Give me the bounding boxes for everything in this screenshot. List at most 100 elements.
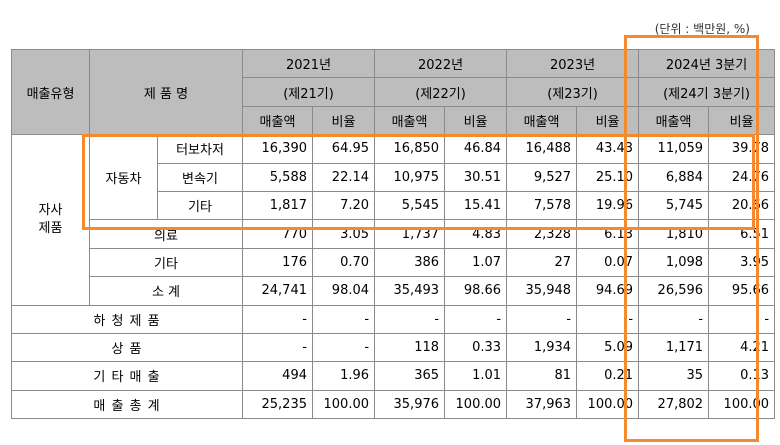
cell-value: 1.96 [311, 361, 376, 391]
cell-value: 35,493 [374, 276, 446, 306]
table-row: 기타 1,817 7.20 5,545 15.41 7,578 19.96 5,… [12, 190, 776, 221]
cell-value: 39.78 [708, 134, 776, 164]
cell-value: 24.76 [708, 162, 776, 192]
cell-value: - [374, 304, 446, 334]
cell-value: 100.00 [576, 389, 640, 420]
cell-value: 22.14 [311, 162, 376, 192]
cell-value: - [444, 304, 508, 334]
cell-value: 7.20 [311, 190, 376, 221]
row-label: 상 품 [11, 332, 243, 363]
table-row: 매 출 총 계 25,235 100.00 35,976 100.00 37,9… [11, 389, 776, 420]
cell-value: 1,098 [638, 247, 710, 278]
header-term-21: (제21기) [241, 77, 376, 107]
cell-value: 1,171 [638, 332, 710, 363]
row-label: 매 출 총 계 [11, 389, 243, 420]
cell-value: 43.43 [576, 134, 640, 164]
table-row: 변속기 5,588 22.14 10,975 30.51 9,527 25.10… [12, 162, 776, 192]
cell-value: 100.00 [444, 389, 508, 420]
cell-value: 27,802 [638, 389, 710, 420]
cell-value: 4.21 [708, 332, 776, 363]
cell-value: 5.09 [576, 332, 640, 363]
cell-value: 16,390 [242, 134, 313, 164]
cell-value: 11,059 [638, 134, 710, 164]
cell-value: 16,488 [506, 134, 578, 164]
cell-value: - [242, 304, 313, 334]
cell-value: 1,934 [506, 332, 578, 363]
cell-value: 94.69 [576, 276, 640, 306]
table-row: 상 품 - - 118 0.33 1,934 5.09 1,171 4.21 [11, 332, 776, 363]
row-label: 의료 [89, 219, 243, 249]
cell-value: 26,596 [638, 276, 710, 306]
header-sales: 매출액 [638, 105, 710, 136]
cell-value: 0.07 [576, 247, 640, 278]
cell-value: 6,884 [638, 162, 710, 192]
header-year-2022: 2022년 [374, 48, 508, 79]
cell-value: 3.95 [708, 247, 776, 278]
header-year-2024q3: 2024년 3분기 [638, 48, 776, 79]
cell-value: 1,817 [242, 190, 313, 221]
table-row: 기타 176 0.70 386 1.07 27 0.07 1,098 3.95 [12, 247, 776, 278]
cell-value: - [242, 332, 313, 363]
cell-value: 35,948 [506, 276, 578, 306]
cell-value: 0.70 [311, 247, 376, 278]
cell-value: 1.01 [444, 361, 508, 391]
header-term-22: (제22기) [374, 77, 508, 107]
header-product-name: 제 품 명 [89, 48, 243, 136]
cell-value: 16,850 [374, 134, 446, 164]
cell-value: 176 [242, 247, 313, 278]
cell-value: 27 [506, 247, 578, 278]
cell-value: 15.41 [444, 190, 508, 221]
cell-value: 25.10 [576, 162, 640, 192]
cell-value: 365 [374, 361, 446, 391]
cell-value: 30.51 [444, 162, 508, 192]
cell-value: 0.13 [708, 361, 776, 391]
header-ratio: 비율 [444, 105, 508, 136]
cell-value: 100.00 [708, 389, 776, 420]
cell-value: 24,741 [242, 276, 313, 306]
cell-value: 1,810 [638, 219, 710, 249]
header-sales: 매출액 [506, 105, 578, 136]
header-ratio: 비율 [311, 105, 376, 136]
unit-note: (단위 : 백만원, %) [654, 22, 750, 36]
cell-value: - [311, 332, 376, 363]
cell-value: - [708, 304, 776, 334]
table-row: 기 타 매 출 494 1.96 365 1.01 81 0.21 35 0.1… [11, 361, 776, 391]
cell-value: - [311, 304, 376, 334]
cell-value: 0.21 [576, 361, 640, 391]
cell-value: 64.95 [311, 134, 376, 164]
cell-value: 5,588 [242, 162, 313, 192]
cell-value: 19.96 [576, 190, 640, 221]
header-term-24: (제24기 3분기) [638, 77, 776, 107]
cell-value: 5,545 [374, 190, 446, 221]
cell-value: 6.13 [576, 219, 640, 249]
sales-table: 매출유형 제 품 명 2021년 2022년 2023년 2024년 3분기 (… [11, 48, 776, 420]
row-label: 하 청 제 품 [11, 304, 243, 334]
header-year-2023: 2023년 [506, 48, 640, 79]
cell-value: 770 [242, 219, 313, 249]
table-row: 소 계 24,741 98.04 35,493 98.66 35,948 94.… [12, 276, 776, 306]
row-label: 기타 [157, 190, 243, 221]
cell-value: 100.00 [311, 389, 376, 420]
cell-value: 118 [374, 332, 446, 363]
row-label: 소 계 [89, 276, 243, 306]
table-row: 자사 제품 자동차 터보차저 16,390 64.95 16,850 46.84… [11, 134, 776, 306]
row-label: 기타 [89, 247, 243, 278]
cell-value: 9,527 [506, 162, 578, 192]
group-own-products: 자사 제품 [11, 134, 90, 306]
cell-value: 386 [374, 247, 446, 278]
cell-value: 1.07 [444, 247, 508, 278]
cell-value: - [506, 304, 578, 334]
header-year-2021: 2021년 [241, 48, 376, 79]
cell-value: - [638, 304, 710, 334]
cell-value: 37,963 [506, 389, 578, 420]
cell-value: 20.66 [708, 190, 776, 221]
cell-value: - [576, 304, 640, 334]
cell-value: 494 [242, 361, 313, 391]
cell-value: 5,745 [638, 190, 710, 221]
cell-value: 0.33 [444, 332, 508, 363]
cell-value: 1,737 [374, 219, 446, 249]
cell-value: 95.66 [708, 276, 776, 306]
header-term-23: (제23기) [506, 77, 640, 107]
row-label: 기 타 매 출 [11, 361, 243, 391]
cell-value: 10,975 [374, 162, 446, 192]
